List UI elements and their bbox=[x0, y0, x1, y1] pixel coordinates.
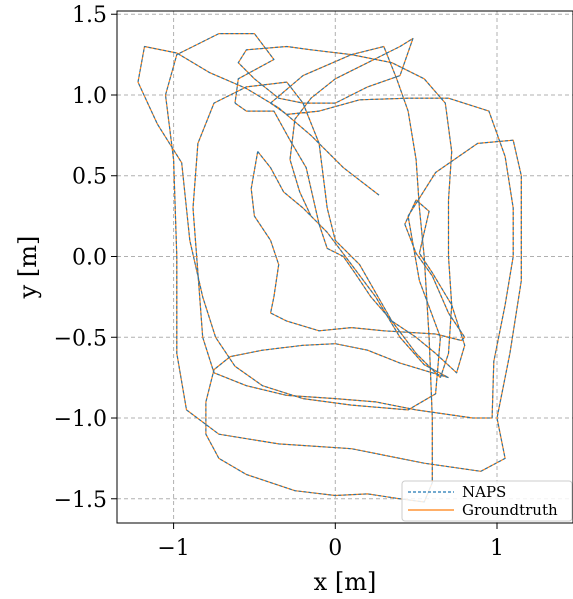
series-line-naps bbox=[234, 102, 466, 374]
y-axis-label: y [m] bbox=[14, 236, 42, 300]
x-tick-label: −1 bbox=[157, 536, 189, 561]
plot-series bbox=[137, 33, 522, 503]
x-tick-label: 0 bbox=[328, 536, 342, 561]
series-line-naps bbox=[137, 33, 522, 472]
legend-box bbox=[401, 480, 573, 522]
legend-label-groundtruth: Groundtruth bbox=[462, 501, 558, 519]
series-line-groundtruth bbox=[257, 151, 449, 379]
series-line-groundtruth bbox=[137, 33, 522, 472]
y-tick-label: −1.0 bbox=[54, 407, 107, 432]
plot-frame bbox=[116, 10, 573, 524]
y-tick-label: 1.5 bbox=[72, 3, 107, 28]
series-line-naps bbox=[192, 81, 514, 419]
series-line-naps bbox=[205, 45, 449, 503]
series-line-naps bbox=[257, 151, 449, 379]
y-tick-label: 0.5 bbox=[72, 165, 107, 190]
y-tick-label: 0.0 bbox=[72, 246, 107, 271]
series-line-naps bbox=[250, 151, 466, 342]
series-line-groundtruth bbox=[192, 81, 514, 419]
series-line-groundtruth bbox=[205, 45, 449, 503]
x-tick-label: 1 bbox=[490, 536, 504, 561]
series-line-groundtruth bbox=[250, 151, 466, 342]
axis-ticks: −1 0 1 −1.5 −1.0 −0.5 0.0 0.5 1.0 1.5 bbox=[54, 3, 504, 561]
y-tick-label: −1.5 bbox=[54, 488, 107, 513]
y-tick-label: −0.5 bbox=[54, 326, 107, 351]
x-axis-label: x [m] bbox=[314, 568, 377, 596]
grid-lines bbox=[117, 11, 573, 523]
y-tick-label: 1.0 bbox=[72, 84, 107, 109]
legend-label-naps: NAPS bbox=[462, 483, 506, 501]
series-line-naps bbox=[237, 37, 453, 378]
